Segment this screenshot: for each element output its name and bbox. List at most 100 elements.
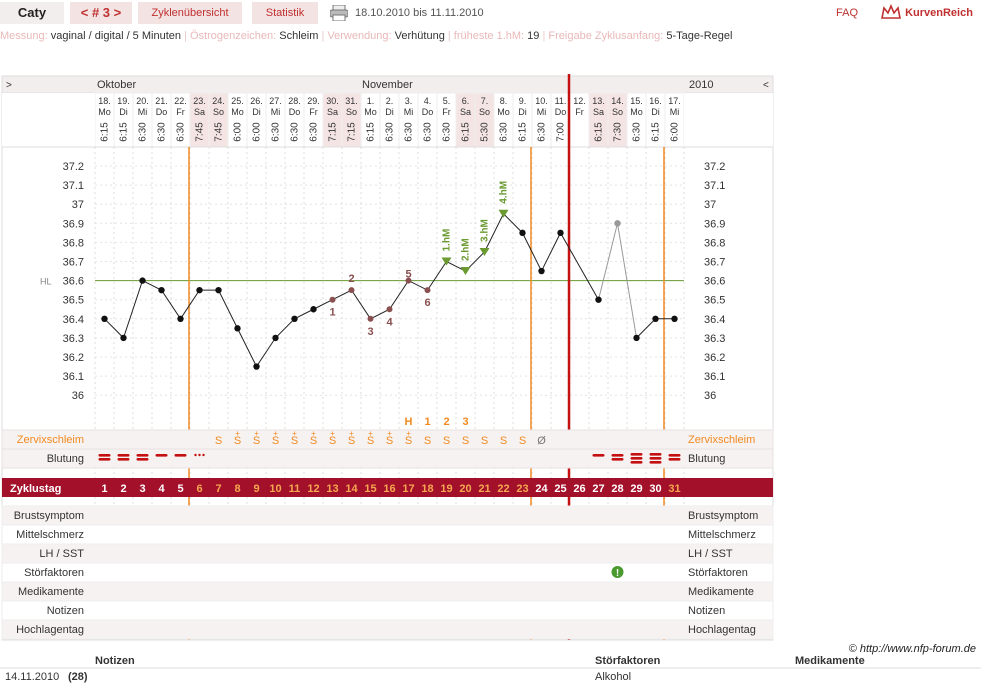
info-value: 19 [527, 30, 543, 42]
row-medi [1, 581, 774, 602]
cycle-overview-link[interactable]: Zyklenübersicht [138, 2, 242, 24]
info-value: 5-Tage-Regel [666, 30, 733, 42]
cycle-day-number: 11 [289, 483, 301, 495]
disturbance-icon [611, 566, 624, 578]
measure-time: 6:30 [385, 122, 396, 142]
measure-time: 6:30 [271, 122, 282, 142]
cycle-day-number: 31 [668, 483, 680, 495]
weekday: Di [518, 107, 527, 117]
month-label-oktober: Oktober [97, 79, 136, 91]
faq-link[interactable]: FAQ [836, 7, 859, 19]
y-tick-right: 36.5 [704, 295, 725, 307]
row-lh [1, 543, 774, 564]
y-tick-right: 37.2 [704, 161, 725, 173]
cycle-day-number: 14 [345, 483, 358, 495]
row-label-right-hochlage: Hochlagentag [688, 624, 756, 636]
day-number: 31. [345, 96, 358, 106]
measure-time: 6:00 [252, 122, 263, 142]
measure-time: 6:15 [100, 122, 111, 142]
low-measure-point [367, 315, 374, 322]
nav-prev-button[interactable]: > [6, 80, 12, 91]
weekday: Fr [442, 107, 451, 117]
row-label-right-mittel: Mittelschmerz [688, 529, 756, 541]
crown-icon [881, 4, 901, 19]
row-label-right-stoer: Störfaktoren [688, 567, 748, 579]
day-number: 14. [611, 96, 624, 106]
info-bar: Messung: vaginal / digital / 5 Minuten |… [0, 28, 981, 44]
footer-disturbance-header: Störfaktoren [595, 655, 661, 667]
bleeding-heavy [98, 454, 111, 457]
user-name[interactable]: Caty [0, 2, 64, 24]
row-label-right-lh: LH / SST [688, 548, 733, 560]
temperature-point [158, 286, 165, 294]
excluded-point [614, 220, 621, 227]
measure-time: 6:15 [594, 122, 605, 142]
bleeding-heavy [136, 454, 149, 457]
high-measure-point [479, 247, 490, 256]
peak-label: 3 [462, 416, 468, 428]
cervical-symbol: S [519, 435, 526, 447]
weekday: Sa [460, 107, 471, 117]
day-number: 6. [462, 96, 470, 106]
cervical-plus: + [330, 429, 335, 438]
cervical-symbol: S [215, 435, 222, 447]
bleeding-heavy [611, 458, 624, 461]
y-tick-right: 36.8 [704, 237, 725, 249]
cycle-day-number: 9 [253, 483, 259, 495]
measure-time: 6:15 [651, 122, 662, 142]
y-tick-left: 37.1 [63, 180, 84, 192]
high-measure-label: 1.hM [442, 229, 453, 252]
cervical-symbol: S [329, 435, 336, 447]
day-number: 2. [386, 96, 394, 106]
weekday: Do [555, 107, 567, 117]
y-tick-left: 36.6 [63, 276, 84, 288]
cycle-day-number: 16 [383, 483, 395, 495]
info-label: Freigabe Zyklusanfang: [548, 30, 667, 42]
measure-time: 6:30 [537, 122, 548, 142]
weekday: Mi [670, 107, 680, 117]
row-brust [1, 505, 774, 526]
cycle-day-number: 17 [402, 483, 414, 495]
row-label-medi: Medikamente [18, 586, 84, 598]
cycle-switcher[interactable]: < # 3 > [70, 2, 132, 24]
logo[interactable]: KurvenReich [880, 2, 980, 24]
statistics-link[interactable]: Statistik [252, 2, 318, 24]
temperature-point [101, 315, 108, 322]
temperature-point [652, 315, 659, 322]
y-tick-right: 37.1 [704, 180, 725, 192]
measure-time: 6:30 [442, 122, 453, 142]
cycle-day-number: 29 [630, 483, 642, 495]
bleeding-heavy [136, 458, 149, 461]
cycle-day-number: 20 [459, 483, 471, 495]
high-measure-point [460, 267, 471, 276]
weekday: Mo [364, 107, 377, 117]
cycle-day-number: 13 [326, 483, 338, 495]
plot-area [1, 146, 774, 431]
temperature-point [177, 315, 184, 322]
cervical-plus: + [349, 429, 354, 438]
low-label: 5 [405, 269, 411, 281]
temperature-point [671, 315, 678, 322]
row-label-right-blutung: Blutung [688, 453, 725, 465]
info-separator: | [184, 30, 190, 42]
bleeding-light [592, 454, 605, 457]
weekday: Fr [176, 107, 185, 117]
day-number: 11. [555, 96, 567, 106]
weekday: Do [156, 107, 168, 117]
hl-label: HL [40, 277, 52, 287]
day-number: 28. [288, 96, 301, 106]
cervical-symbol: S [348, 435, 355, 447]
y-tick-right: 36.6 [704, 276, 725, 288]
bleeding-very-heavy [649, 457, 662, 460]
row-blutung [1, 448, 774, 469]
bleeding-very-heavy [649, 461, 662, 464]
nav-next-button[interactable]: < [763, 80, 769, 91]
day-number: 1. [367, 96, 375, 106]
row-label-mittel: Mittelschmerz [16, 529, 84, 541]
y-tick-left: 36.1 [63, 371, 84, 383]
measure-time: 6:30 [290, 122, 301, 142]
row-label-blutung: Blutung [47, 453, 84, 465]
weekday: Mo [98, 107, 111, 117]
cervical-symbol: S [424, 435, 431, 447]
high-measure-label: 3.hM [480, 219, 491, 242]
